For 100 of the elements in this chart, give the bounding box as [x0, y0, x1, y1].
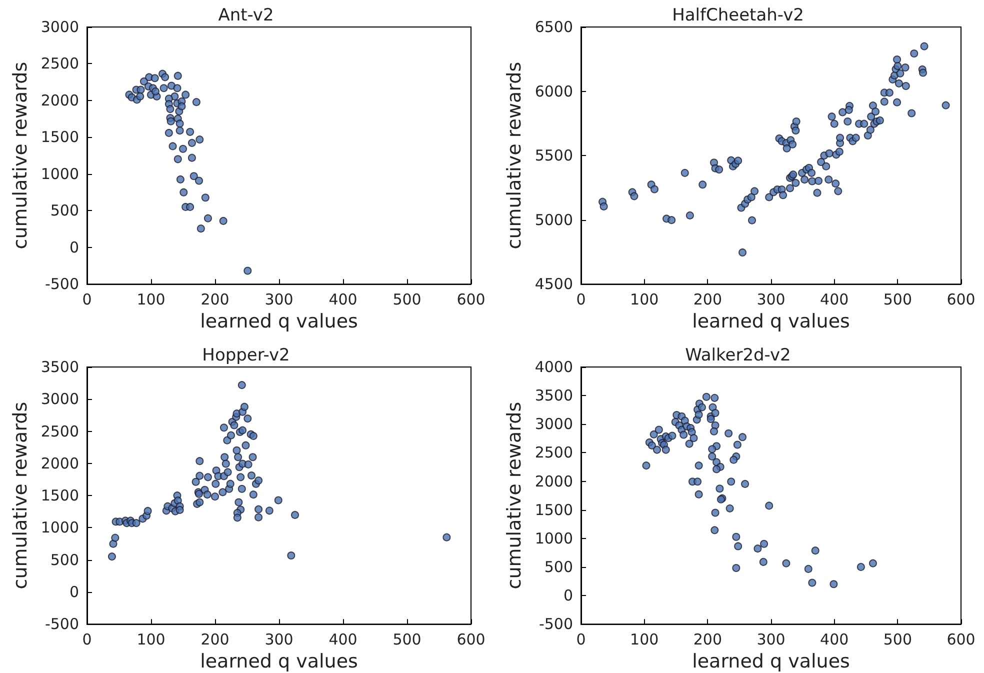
x-tick-label: 600 — [456, 630, 486, 649]
y-tick-label: 3000 — [40, 390, 79, 408]
point — [201, 194, 210, 202]
point — [166, 105, 174, 114]
point — [196, 224, 205, 233]
y-tick-label: 4500 — [534, 275, 573, 294]
chart-title: HalfCheetah-v2 — [672, 6, 804, 26]
point — [188, 138, 196, 147]
y-tick-label: 4000 — [534, 358, 573, 376]
point — [179, 144, 187, 153]
y-tick-label: 3000 — [40, 18, 79, 36]
x-tick-label: 200 — [200, 290, 230, 309]
y-tick-label: 2500 — [40, 54, 79, 73]
point — [164, 128, 173, 137]
y-tick-label: -500 — [538, 615, 573, 634]
y-tick-label: 0 — [563, 586, 573, 605]
y-tick-label: 3500 — [534, 386, 573, 405]
point — [190, 172, 198, 180]
x-tick-label: 500 — [392, 290, 422, 309]
point — [204, 214, 212, 222]
x-tick-label: 300 — [264, 290, 294, 309]
point — [174, 72, 182, 80]
y-tick-label: 1500 — [40, 128, 79, 146]
x-tick-label: 100 — [630, 630, 659, 649]
y-tick-label: 1000 — [40, 164, 79, 183]
y-tick-label: 3000 — [534, 415, 573, 434]
x-tick-label: 200 — [200, 630, 230, 649]
x-axis-title: learned q values — [692, 310, 850, 332]
y-tick-label: 1000 — [40, 518, 79, 537]
x-axis-title: learned q values — [200, 650, 358, 672]
y-tick-label: 2500 — [534, 444, 573, 462]
x-tick-label: 400 — [820, 630, 849, 649]
y-axis-title: cumulative rewards — [503, 62, 526, 250]
point — [161, 73, 170, 82]
point — [244, 266, 252, 275]
y-tick-label: 2000 — [40, 454, 79, 472]
point — [186, 128, 194, 136]
x-tick-label: 0 — [576, 290, 586, 309]
x-tick-label: 500 — [883, 630, 912, 649]
x-tick-label: 300 — [756, 630, 786, 649]
y-tick-label: 2500 — [40, 422, 79, 440]
x-axis-title: learned q values — [692, 650, 850, 672]
point — [176, 175, 184, 184]
y-tick-label: -500 — [44, 615, 79, 634]
point — [192, 98, 200, 106]
point — [180, 188, 188, 196]
x-tick-label: 400 — [820, 290, 849, 309]
point — [174, 155, 182, 164]
x-tick-label: 300 — [264, 630, 294, 649]
x-tick-label: 0 — [576, 630, 586, 649]
y-tick-label: 500 — [544, 558, 573, 576]
y-tick-label: 1500 — [534, 500, 573, 519]
y-tick-label: -500 — [44, 275, 79, 294]
point — [168, 142, 177, 150]
y-tick-label: 1500 — [40, 486, 79, 505]
y-axis-title: cumulative rewards — [503, 402, 526, 590]
x-tick-label: 300 — [756, 290, 786, 309]
y-tick-label: 5500 — [534, 146, 573, 165]
point — [173, 84, 182, 92]
y-tick-label: 0 — [69, 238, 79, 256]
chart-title: Walker2d-v2 — [685, 346, 791, 366]
x-tick-label: 100 — [136, 290, 166, 309]
y-tick-label: 5000 — [534, 210, 573, 229]
x-tick-label: 600 — [456, 290, 486, 309]
x-tick-label: 600 — [946, 290, 976, 309]
y-tick-label: 2000 — [534, 472, 573, 490]
x-tick-label: 400 — [328, 630, 358, 649]
point — [188, 154, 196, 162]
x-axis-title: learned q values — [200, 310, 358, 332]
x-tick-label: 400 — [328, 290, 358, 309]
x-tick-label: 600 — [946, 630, 976, 649]
x-tick-label: 100 — [136, 630, 166, 649]
y-tick-label: 500 — [50, 550, 79, 569]
point — [151, 87, 160, 96]
y-tick-label: 0 — [69, 582, 79, 601]
x-tick-label: 100 — [630, 290, 659, 309]
y-tick-label: 2000 — [40, 91, 79, 110]
x-tick-label: 200 — [693, 630, 722, 649]
point — [166, 117, 175, 126]
x-tick-label: 200 — [693, 290, 722, 309]
y-tick-label: 6000 — [534, 82, 573, 100]
point — [176, 120, 184, 128]
chart-title: Hopper-v2 — [202, 346, 290, 366]
point — [219, 216, 228, 225]
x-tick-label: 500 — [392, 630, 422, 649]
x-tick-label: 0 — [82, 630, 92, 649]
point — [182, 90, 190, 99]
point — [150, 74, 159, 82]
point — [178, 102, 186, 110]
y-tick-label: 1000 — [534, 529, 573, 548]
point — [136, 86, 145, 94]
point — [176, 126, 184, 135]
point — [196, 136, 204, 144]
point — [186, 202, 194, 211]
y-tick-label: 500 — [50, 202, 79, 220]
x-tick-label: 500 — [883, 290, 912, 309]
point — [195, 176, 203, 185]
y-tick-label: 6500 — [534, 18, 573, 36]
y-tick-label: 3500 — [40, 358, 79, 376]
y-axis-title: cumulative rewards — [9, 402, 32, 590]
